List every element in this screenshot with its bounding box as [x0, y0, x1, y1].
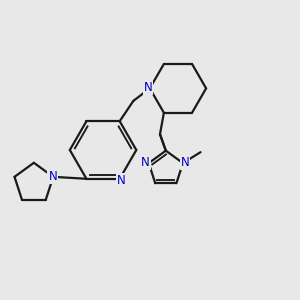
Text: N: N [181, 156, 189, 169]
Text: N: N [143, 82, 152, 94]
Text: N: N [141, 156, 150, 169]
Text: N: N [117, 174, 126, 187]
Text: N: N [48, 170, 57, 183]
